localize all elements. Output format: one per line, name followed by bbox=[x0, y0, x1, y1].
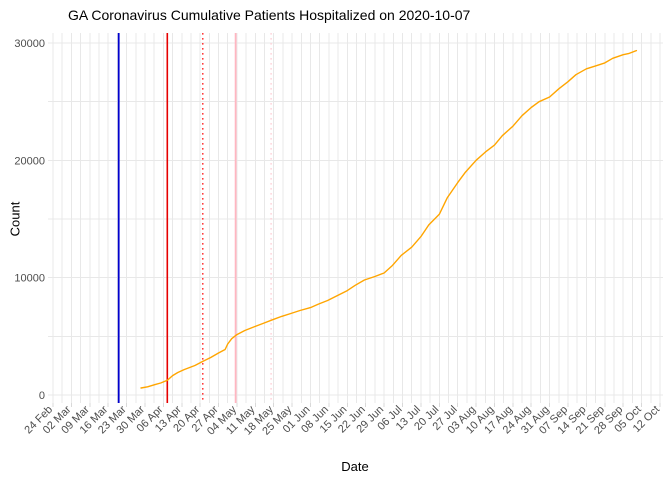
x-axis-title: Date bbox=[341, 459, 369, 474]
y-tick-labels: 0 10000 20000 30000 bbox=[14, 38, 45, 402]
y-tick-label: 10000 bbox=[14, 273, 45, 285]
data-line bbox=[140, 49, 638, 389]
y-tick-label: 30000 bbox=[14, 38, 45, 50]
cumulative-patients-hospitalized-line bbox=[140, 49, 638, 389]
y-tick-label: 0 bbox=[39, 390, 45, 402]
gridlines bbox=[48, 33, 663, 403]
axis-ticks bbox=[52, 403, 661, 407]
event-lines bbox=[117, 33, 272, 403]
y-tick-label: 20000 bbox=[14, 155, 45, 167]
chart-title: GA Coronavirus Cumulative Patients Hospi… bbox=[68, 7, 471, 23]
y-axis-title: Count bbox=[7, 201, 23, 237]
